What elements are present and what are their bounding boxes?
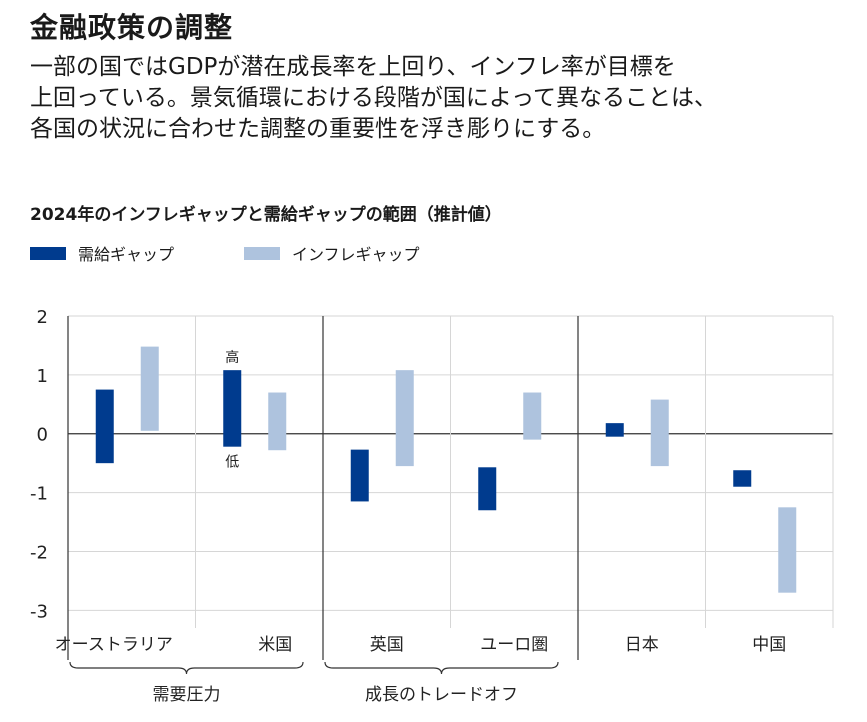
- y-tick-label: -3: [30, 601, 48, 622]
- bar-inflation-gap: [268, 392, 287, 451]
- legend-label-demand-gap: 需給ギャップ: [78, 245, 175, 264]
- bar-inflation-gap: [140, 346, 159, 431]
- y-tick-label: 0: [37, 425, 48, 446]
- category-label: 中国: [752, 635, 786, 655]
- y-tick-label: 2: [37, 307, 48, 328]
- y-tick-label: 1: [37, 366, 48, 387]
- legend-label-inflation-gap: インフレギャップ: [292, 245, 420, 264]
- bar-demand-gap: [605, 423, 624, 437]
- group-bracket: [324, 661, 559, 675]
- group-label: 需要圧力: [153, 685, 221, 705]
- bar-inflation-gap: [778, 507, 797, 593]
- bar-inflation-gap: [395, 370, 414, 467]
- page-title: 金融政策の調整: [30, 11, 234, 44]
- chart-title: 2024年のインフレギャップと需給ギャップの範囲（推計値）: [30, 205, 502, 225]
- category-label: 日本: [625, 635, 659, 655]
- lead-line-1: 一部の国ではGDPが潜在成長率を上回り、インフレ率が目標を: [30, 54, 676, 80]
- annotation-high: 高: [225, 349, 239, 366]
- bar-demand-gap: [223, 370, 242, 447]
- lead-text: 一部の国ではGDPが潜在成長率を上回り、インフレ率が目標を 上回っている。景気循…: [30, 52, 850, 145]
- y-tick-label: -1: [30, 484, 48, 505]
- category-label: 米国: [258, 635, 292, 655]
- bar-demand-gap: [95, 389, 114, 464]
- annotation-low: 低: [225, 455, 239, 471]
- lead-line-3: 各国の状況に合わせた調整の重要性を浮き彫りにする。: [30, 116, 606, 142]
- bar-demand-gap: [733, 470, 752, 487]
- legend-swatch-inflation-gap: [244, 247, 280, 260]
- group-label: 成長のトレードオフ: [365, 685, 518, 705]
- legend-swatch-demand-gap: [30, 247, 66, 260]
- category-label: ユーロ圏: [480, 635, 548, 655]
- group-bracket: [69, 661, 304, 675]
- category-label: 英国: [370, 635, 404, 655]
- lead-line-2: 上回っている。景気循環における段階が国によって異なることは、: [30, 85, 718, 111]
- y-tick-label: -2: [30, 542, 48, 563]
- category-label: オーストラリア: [55, 635, 173, 655]
- bar-demand-gap: [350, 449, 369, 502]
- bar-inflation-gap: [523, 392, 542, 440]
- bar-inflation-gap: [650, 399, 669, 467]
- bar-demand-gap: [478, 467, 497, 511]
